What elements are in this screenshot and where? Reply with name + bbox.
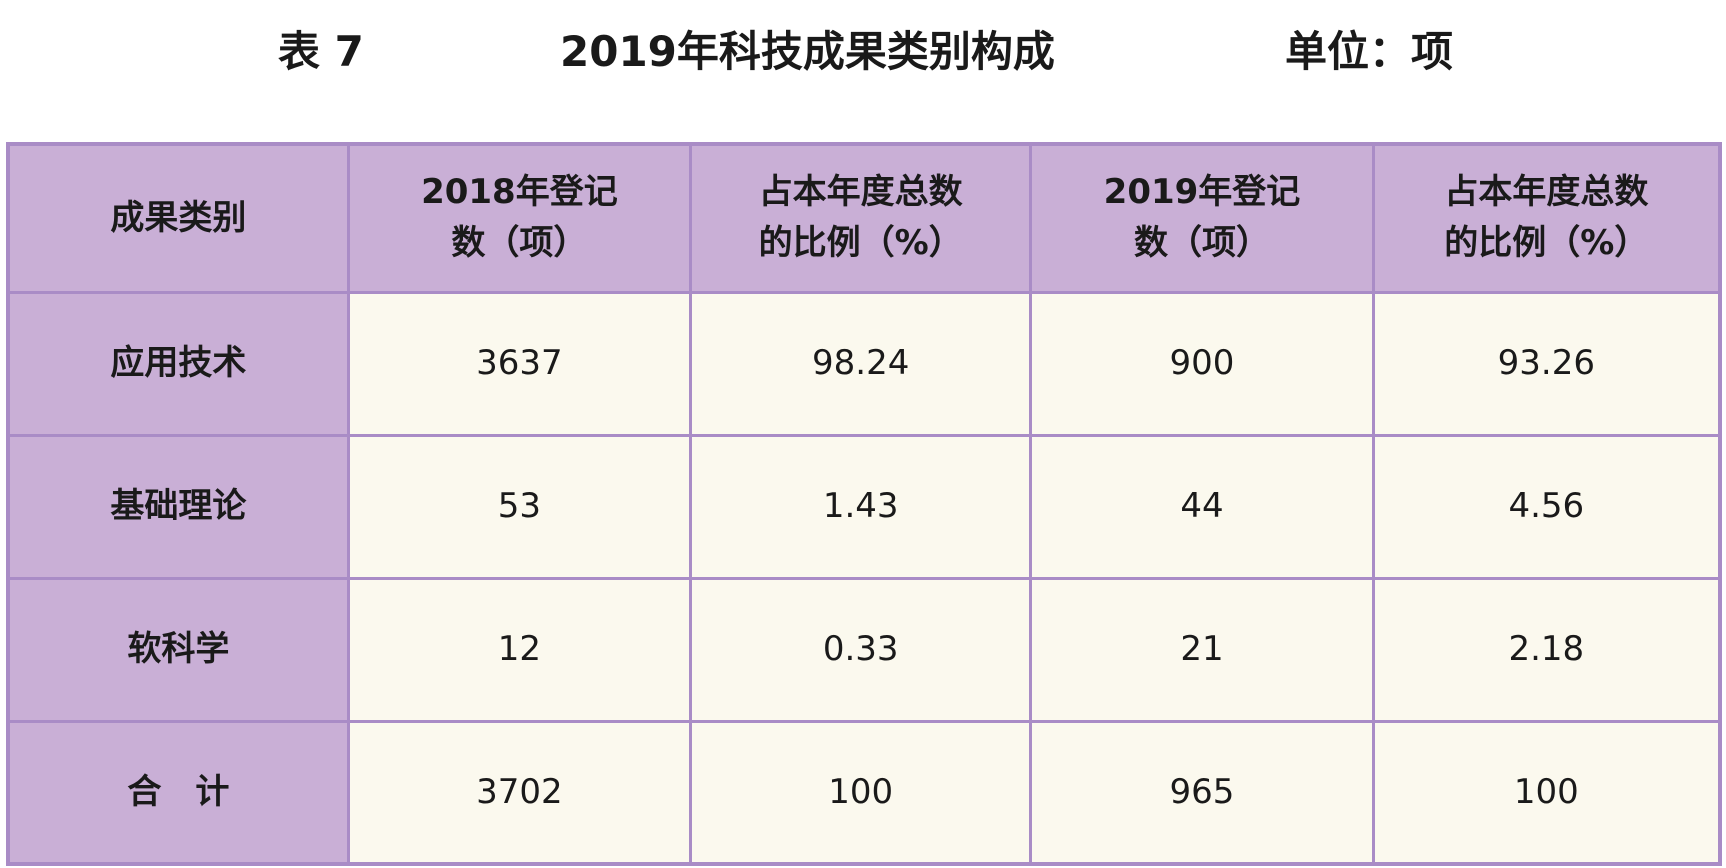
value-cell: 0.33 — [689, 576, 1033, 723]
value-cell: 2.18 — [1371, 576, 1722, 723]
header-2018-count: 2018年登记数（项） — [346, 142, 693, 294]
table-number: 表 7 — [278, 27, 364, 76]
table-caption: 表 7 2019年科技成果类别构成 单位：项 — [0, 10, 1726, 80]
header-2018-share: 占本年度总数的比例（%） — [689, 142, 1033, 294]
header-category: 成果类别 — [6, 142, 350, 294]
total-value-cell: 965 — [1029, 719, 1375, 866]
value-cell: 44 — [1029, 433, 1375, 580]
table-row: 基础理论 53 1.43 44 4.56 — [6, 433, 1722, 580]
header-2019-share: 占本年度总数的比例（%） — [1371, 142, 1722, 294]
achievement-category-table: 成果类别 2018年登记数（项） 占本年度总数的比例（%） 2019年登记数（项… — [6, 142, 1722, 866]
value-cell: 98.24 — [689, 290, 1033, 437]
category-cell: 软科学 — [6, 576, 350, 723]
value-cell: 93.26 — [1371, 290, 1722, 437]
total-value-cell: 100 — [1371, 719, 1722, 866]
table-row: 应用技术 3637 98.24 900 93.26 — [6, 290, 1722, 437]
table-row: 软科学 12 0.33 21 2.18 — [6, 576, 1722, 723]
value-cell: 12 — [346, 576, 693, 723]
value-cell: 4.56 — [1371, 433, 1722, 580]
total-value-cell: 100 — [689, 719, 1033, 866]
category-cell: 应用技术 — [6, 290, 350, 437]
value-cell: 1.43 — [689, 433, 1033, 580]
total-label-cell: 合 计 — [6, 719, 350, 866]
data-table-container: 成果类别 2018年登记数（项） 占本年度总数的比例（%） 2019年登记数（项… — [6, 142, 1722, 866]
category-cell: 基础理论 — [6, 433, 350, 580]
table-title: 2019年科技成果类别构成 — [560, 27, 1055, 76]
value-cell: 900 — [1029, 290, 1375, 437]
value-cell: 21 — [1029, 576, 1375, 723]
total-value-cell: 3702 — [346, 719, 693, 866]
header-2019-count: 2019年登记数（项） — [1029, 142, 1375, 294]
total-row: 合 计 3702 100 965 100 — [6, 719, 1722, 866]
value-cell: 53 — [346, 433, 693, 580]
unit-label: 单位：项 — [1285, 27, 1454, 76]
header-row: 成果类别 2018年登记数（项） 占本年度总数的比例（%） 2019年登记数（项… — [6, 142, 1722, 294]
value-cell: 3637 — [346, 290, 693, 437]
